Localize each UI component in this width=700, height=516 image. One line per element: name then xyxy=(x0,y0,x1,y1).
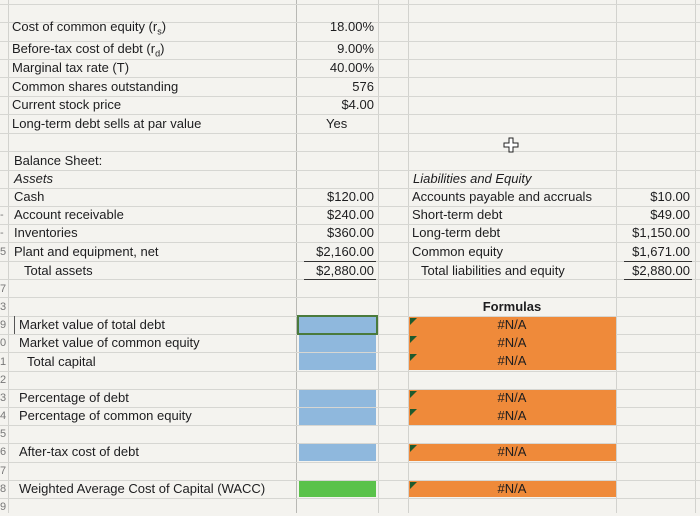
row-number: 6 xyxy=(0,446,7,458)
liability-value-payables[interactable]: $10.00 xyxy=(650,189,690,204)
formula-cell-pct-debt[interactable]: #N/A xyxy=(497,390,527,405)
comment-indicator-icon xyxy=(410,318,417,325)
comment-indicator-icon xyxy=(410,409,417,416)
liability-value-total[interactable]: $2,880.00 xyxy=(632,263,690,278)
calc-label-total-capital: Total capital xyxy=(27,354,96,369)
answer-cell-wacc[interactable] xyxy=(299,481,376,497)
answer-cell-pct-equity[interactable] xyxy=(299,408,376,425)
comment-indicator-icon xyxy=(410,482,417,489)
formula-cell-mv-debt[interactable]: #N/A xyxy=(497,317,527,332)
asset-label-inventories: Inventories xyxy=(14,225,78,240)
calc-label-wacc: Weighted Average Cost of Capital (WACC) xyxy=(19,481,266,496)
row-number: 3 xyxy=(0,301,7,313)
formula-block-wacc xyxy=(409,481,616,497)
assets-header: Assets xyxy=(14,171,54,186)
calc-label-pct-debt: Percentage of debt xyxy=(19,390,129,405)
formula-block-percentages xyxy=(409,390,616,425)
liability-value-common-equity[interactable]: $1,671.00 xyxy=(632,244,690,259)
liability-label-payables: Accounts payable and accruals xyxy=(412,189,592,204)
input-label-marginal-tax-rate: Marginal tax rate (T) xyxy=(12,60,130,75)
formula-block-capital xyxy=(409,317,616,370)
input-label-common-shares: Common shares outstanding xyxy=(12,79,179,94)
asset-value-inventories[interactable]: $360.00 xyxy=(327,225,374,240)
total-assets-double-rule xyxy=(304,279,376,280)
comment-indicator-icon xyxy=(410,391,417,398)
comment-indicator-icon xyxy=(410,354,417,361)
answer-cell-after-tax-debt[interactable] xyxy=(299,444,376,461)
asset-label-plant: Plant and equipment, net xyxy=(14,244,159,259)
row-number: 7 xyxy=(0,465,7,477)
row-number: 2 xyxy=(0,374,7,386)
input-value-cost-of-equity[interactable]: 18.00% xyxy=(329,19,374,34)
total-liabilities-rule xyxy=(624,261,692,262)
row-marker: 5 xyxy=(0,246,7,258)
balance-sheet-title: Balance Sheet: xyxy=(14,153,103,168)
input-label-stock-price: Current stock price xyxy=(12,97,122,112)
liability-label-long-term-debt: Long-term debt xyxy=(412,225,501,240)
input-value-marginal-tax-rate[interactable]: 40.00% xyxy=(329,60,374,75)
asset-value-plant[interactable]: $2,160.00 xyxy=(316,244,374,259)
formula-cell-total-capital[interactable]: #N/A xyxy=(497,353,527,368)
row-number: 8 xyxy=(0,483,7,495)
calc-label-pct-equity: Percentage of common equity xyxy=(19,408,192,423)
total-assets-rule xyxy=(304,261,376,262)
input-value-stock-price[interactable]: $4.00 xyxy=(341,97,374,112)
asset-value-receivable[interactable]: $240.00 xyxy=(327,207,374,222)
answer-cell-mv-debt[interactable] xyxy=(297,315,378,335)
formula-cell-wacc[interactable]: #N/A xyxy=(497,481,527,496)
liability-label-common-equity: Common equity xyxy=(412,244,504,259)
input-value-before-tax-cost-of-debt[interactable]: 9.00% xyxy=(337,41,374,56)
row-number: 9 xyxy=(0,501,7,513)
asset-label-cash: Cash xyxy=(14,189,45,204)
asset-label-total: Total assets xyxy=(24,263,93,278)
asset-label-receivable: Account receivable xyxy=(14,207,124,222)
row-number: 4 xyxy=(0,410,7,422)
input-value-common-shares[interactable]: 576 xyxy=(352,79,374,94)
calc-label-after-tax-debt: After-tax cost of debt xyxy=(19,444,139,459)
row-marker: 7 xyxy=(0,283,7,295)
formula-cell-pct-equity[interactable]: #N/A xyxy=(497,408,527,423)
input-label-before-tax-cost-of-debt: Before-tax cost of debt (rd) xyxy=(12,41,165,59)
answer-cell-pct-debt[interactable] xyxy=(299,390,376,407)
asset-value-cash[interactable]: $120.00 xyxy=(327,189,374,204)
comment-indicator-icon xyxy=(410,445,417,452)
formula-block-after-tax-debt xyxy=(409,444,616,461)
input-value-debt-at-par[interactable]: Yes xyxy=(326,116,348,131)
input-label-cost-of-equity: Cost of common equity (rs) xyxy=(12,19,167,37)
calc-label-mv-debt: Market value of total debt xyxy=(14,316,165,334)
comment-indicator-icon xyxy=(410,336,417,343)
row-marker: - xyxy=(0,227,4,239)
liability-label-short-term-debt: Short-term debt xyxy=(412,207,503,222)
row-marker: - xyxy=(0,209,4,221)
formulas-header: Formulas xyxy=(482,299,542,314)
row-number: 0 xyxy=(0,337,7,349)
asset-value-total[interactable]: $2,880.00 xyxy=(316,263,374,278)
formula-cell-mv-equity[interactable]: #N/A xyxy=(497,335,527,350)
formula-cell-after-tax-debt[interactable]: #N/A xyxy=(497,444,527,459)
row-number: 9 xyxy=(0,319,7,331)
liabilities-header: Liabilities and Equity xyxy=(413,171,532,186)
liability-value-short-term-debt[interactable]: $49.00 xyxy=(650,207,690,222)
calc-label-mv-equity: Market value of common equity xyxy=(19,335,200,350)
input-label-debt-at-par: Long-term debt sells at par value xyxy=(12,116,202,131)
row-number: 3 xyxy=(0,392,7,404)
answer-cell-mv-equity[interactable] xyxy=(299,335,376,352)
plus-cursor-icon xyxy=(503,137,519,153)
answer-cell-total-capital[interactable] xyxy=(299,353,376,370)
row-number: 1 xyxy=(0,356,7,368)
total-liabilities-double-rule xyxy=(624,279,692,280)
liability-value-long-term-debt[interactable]: $1,150.00 xyxy=(632,225,690,240)
liability-label-total: Total liabilities and equity xyxy=(421,263,565,278)
row-number: 5 xyxy=(0,428,7,440)
